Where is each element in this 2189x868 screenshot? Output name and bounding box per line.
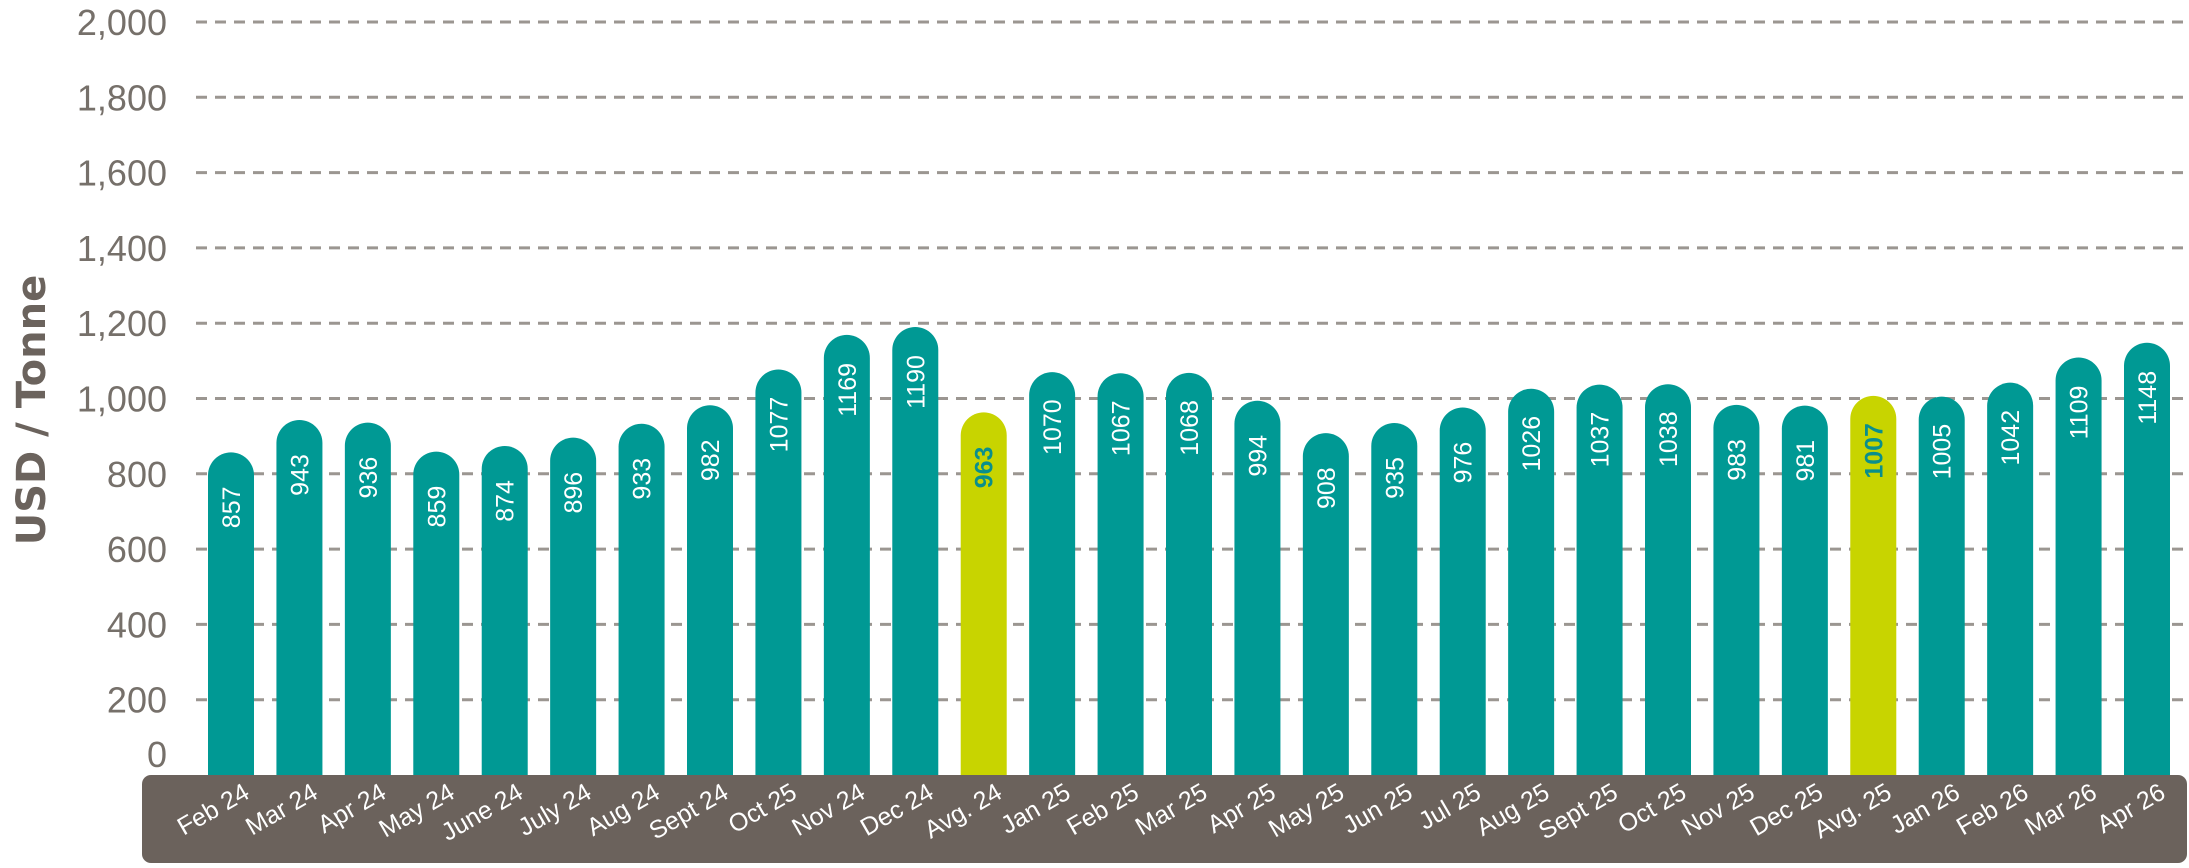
value-label: 1190 (902, 355, 930, 409)
average-bar (960, 412, 1007, 775)
bar (1576, 384, 1623, 775)
bar (1918, 396, 1965, 775)
value-label: 1005 (1929, 424, 1957, 480)
bar (823, 334, 870, 775)
y-axis-ticks: 0 200 400 600 800 1,000 1,200 1,400 1,600 1,800 2,… (77, 2, 167, 775)
bar (481, 445, 528, 775)
bar (2124, 342, 2170, 775)
bar (1234, 400, 1281, 775)
value-label: 1169 (834, 363, 862, 417)
bar (2055, 357, 2102, 775)
value-label: 1067 (1108, 400, 1136, 456)
bar (1029, 372, 1076, 775)
value-label: 963 (971, 447, 999, 489)
value-label: 1068 (1176, 400, 1204, 456)
bar (550, 437, 597, 775)
value-label: 1109 (2066, 386, 2094, 440)
bar (1781, 405, 1828, 775)
value-label: 1026 (1518, 416, 1546, 472)
bar (1166, 372, 1212, 775)
value-label: 936 (355, 457, 383, 499)
bar (1987, 382, 2034, 775)
bar (344, 422, 391, 775)
value-label: 933 (629, 458, 657, 500)
bar (1645, 384, 1691, 775)
y-tick-label: 200 (107, 680, 167, 721)
y-tick-label: 1,000 (77, 379, 167, 420)
value-label: 1007 (1860, 423, 1888, 479)
bar (1371, 422, 1418, 775)
value-label: 908 (1313, 467, 1341, 509)
value-label: 1148 (2134, 371, 2162, 425)
y-tick-label: 800 (107, 454, 167, 495)
x-axis-band (142, 775, 2187, 863)
bars (208, 326, 2170, 775)
bar (618, 423, 665, 775)
value-labels: 857 943 936 859 874 896 933 982 1077 1169 1190 963 1… (218, 355, 2162, 528)
bar (892, 326, 939, 775)
value-label: 1077 (765, 397, 793, 453)
bar (687, 405, 733, 775)
bar (413, 451, 460, 775)
y-tick-label: 1,600 (77, 153, 167, 194)
y-tick-label: 0 (147, 734, 167, 775)
value-label: 981 (1792, 440, 1820, 482)
value-label: 874 (492, 480, 520, 522)
value-label: 1070 (1039, 399, 1067, 455)
y-tick-label: 400 (107, 604, 167, 645)
value-label: 983 (1723, 439, 1751, 481)
value-label: 896 (560, 472, 588, 514)
y-tick-label: 600 (107, 529, 167, 570)
y-tick-label: 1,400 (77, 228, 167, 269)
average-bar (1850, 395, 1897, 775)
value-label: 1037 (1587, 412, 1615, 468)
bar (1713, 404, 1760, 775)
bar (1097, 373, 1144, 775)
value-label: 1042 (1997, 410, 2025, 466)
bar (208, 452, 254, 775)
y-axis-label: USD / Tonne (9, 275, 55, 546)
value-label: 994 (1244, 435, 1272, 477)
bar (1302, 433, 1349, 775)
bar (1439, 407, 1486, 775)
bar (276, 419, 323, 775)
value-label: 857 (218, 486, 246, 528)
value-label: 982 (697, 439, 725, 481)
value-label: 859 (423, 486, 451, 528)
y-tick-label: 2,000 (77, 2, 167, 43)
value-label: 1038 (1655, 411, 1683, 467)
y-tick-label: 1,800 (77, 77, 167, 118)
value-label: 935 (1381, 457, 1409, 499)
value-label: 976 (1450, 442, 1478, 484)
bar (1508, 388, 1555, 775)
bar (755, 369, 802, 775)
value-label: 943 (286, 454, 314, 496)
y-tick-label: 1,200 (77, 303, 167, 344)
